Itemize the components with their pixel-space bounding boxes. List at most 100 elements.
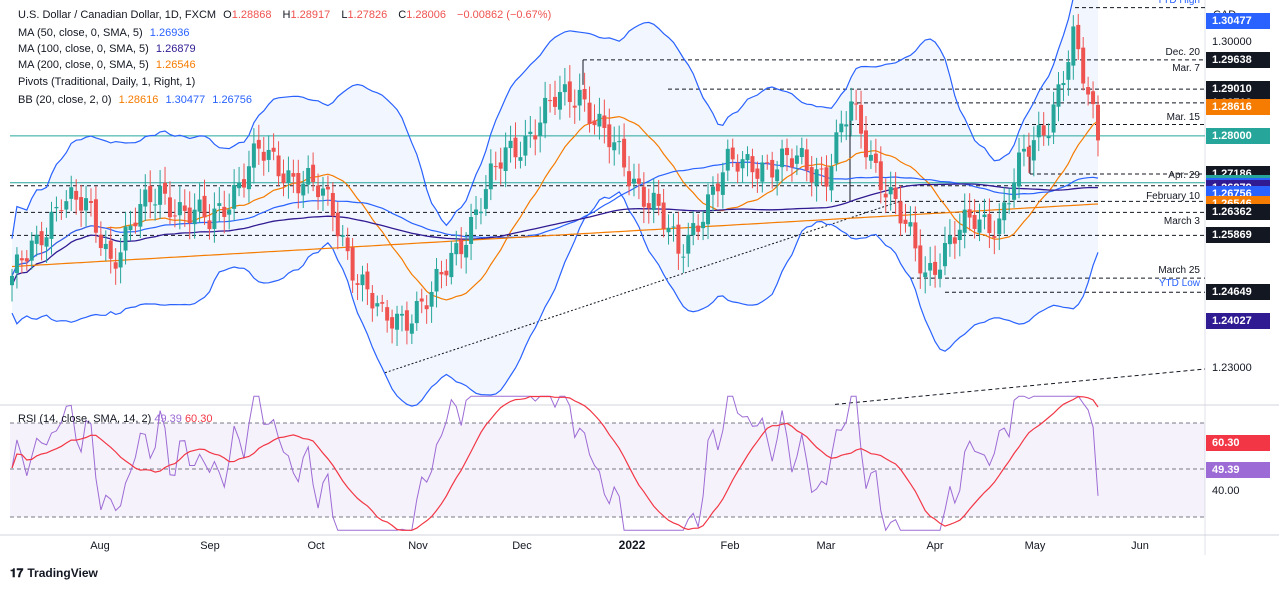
candle-body [69,187,74,199]
close-value: 1.28006 [406,9,446,21]
candle-body [29,240,34,261]
candle-body [133,222,138,227]
candle-body [508,140,513,149]
time-axis-label: Feb [721,540,740,552]
candle-body [1086,87,1091,95]
candle-body [873,153,878,163]
bb-legend[interactable]: BB (20, close, 2, 0) 1.28616 1.30477 1.2… [18,94,256,106]
candle-body [340,235,345,237]
candle-body [1061,83,1066,86]
candle-body [681,256,686,258]
candle-body [518,157,523,161]
candle-body [192,209,197,225]
pivots-legend[interactable]: Pivots (Traditional, Daily, 1, Right, 1) [18,76,199,88]
time-axis-label: Mar [817,540,836,552]
candle-body [276,155,281,177]
level-note: Dec. 20 [1165,47,1200,58]
candle-body [533,135,538,140]
candle-body [720,172,725,195]
candle-body [251,143,256,168]
low-value: 1.27826 [347,9,388,21]
candle-body [24,258,29,262]
candle-body [725,148,730,171]
open-label: O [223,9,232,21]
time-axis-label: Dec [512,540,532,552]
candle-body [602,115,607,128]
candle-body [454,243,459,255]
candle-body [1066,62,1071,80]
candle-body [395,313,400,330]
candle-body [617,141,622,143]
candle-body [469,216,474,244]
candle-body [878,161,883,191]
candle-body [330,193,335,216]
candle-body [478,211,483,214]
candle-body [622,138,627,168]
candle-body [54,206,59,209]
level-note: March 3 [1163,216,1200,227]
symbol-name: U.S. Dollar / Canadian Dollar, 1D, FXCM [18,9,217,21]
candle-body [414,300,419,324]
candle-body [528,131,533,135]
candle-body [103,243,108,250]
candle-body [755,168,760,179]
candle-body [444,270,449,276]
candle-body [301,183,306,196]
rsi-ma-line [11,395,1099,531]
candle-body [814,169,819,186]
candle-body [93,199,98,233]
candle-body [488,163,493,190]
rsi-legend[interactable]: RSI (14, close, SMA, 14, 2) 49.39 60.30 [18,413,212,425]
candle-body [923,272,928,278]
time-axis-label: Apr [926,540,943,552]
candle-body [913,222,918,249]
candle-body [789,158,794,168]
bollinger-lower-line [11,191,1099,407]
time-axis-label: Jun [1131,540,1149,552]
candle-body [765,162,770,164]
candle-body [785,147,790,156]
candle-body [439,272,444,275]
candle-body [523,135,528,156]
candle-body [316,185,321,198]
candle-body [651,192,656,211]
candle-body [84,198,89,211]
level-note: March 25 [1158,265,1200,276]
candle-body [1036,125,1041,138]
candle-body [390,317,395,329]
candle-body [750,156,755,173]
rsi-axis-label: 40.00 [1212,485,1240,497]
candle-body [59,210,64,212]
candle-body [577,89,582,106]
candle-body [1021,148,1026,152]
candle-body [335,212,340,237]
candle-body [656,193,661,206]
candle-body [582,88,587,100]
candle-body [780,148,785,168]
candle-body [360,274,365,286]
candle-body [459,239,464,255]
ma200-legend[interactable]: MA (200, close, 0, SMA, 5) 1.26546 [18,59,200,71]
ma100-legend[interactable]: MA (100, close, 0, SMA, 5) 1.26879 [18,43,200,55]
price-tag: 1.26362 [1206,204,1270,220]
footer-brand[interactable]: 𝟏𝟕 TradingView [10,566,98,581]
candle-body [548,100,553,102]
candle-body [715,183,720,192]
candle-body [108,240,113,259]
low-label: L [341,9,348,21]
candle-body [587,102,592,125]
tradingview-logo-icon: 𝟏𝟕 [10,566,24,580]
candle-body [237,182,242,189]
candle-body [64,201,69,210]
candle-body [661,202,666,229]
candle-body [1096,104,1100,141]
time-axis-label: Oct [307,540,324,552]
ma50-legend[interactable]: MA (50, close, 0, SMA, 5) 1.26936 [18,27,194,39]
candle-body [10,275,14,286]
candle-body [291,173,296,177]
candle-body [1012,183,1017,200]
change-value: −0.00862 (−0.67%) [457,9,552,21]
candle-body [1046,136,1051,139]
level-note: Apr. 29 [1168,170,1200,181]
